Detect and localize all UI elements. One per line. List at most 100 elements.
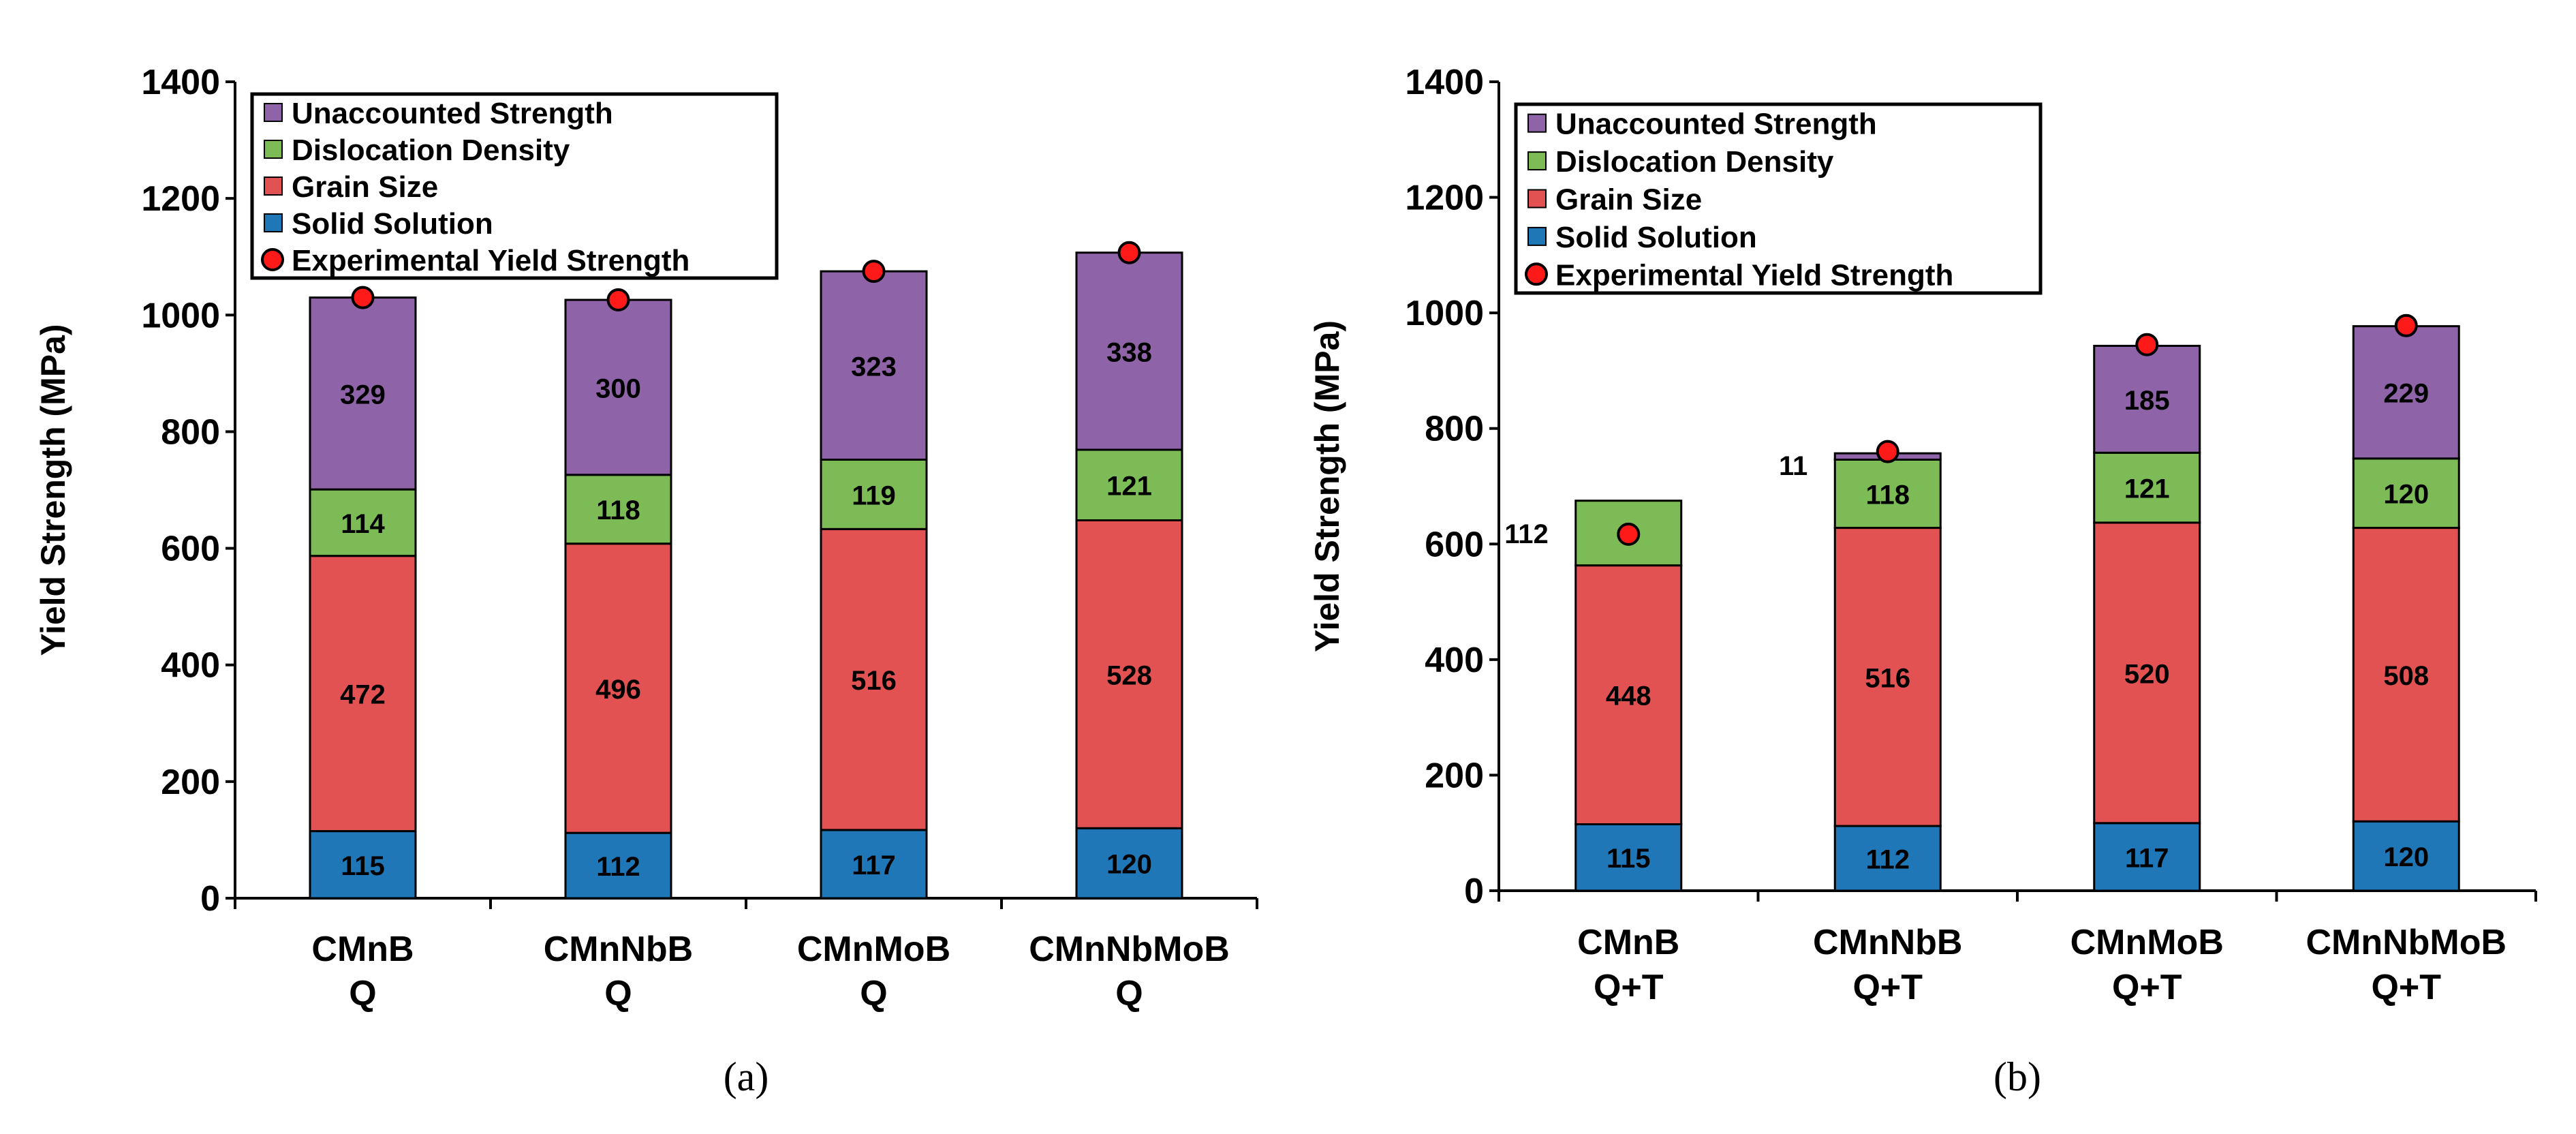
y-tick-label: 600 bbox=[1425, 525, 1484, 564]
bar-segment-solid-solution bbox=[1833, 825, 1942, 892]
x-category-label: CMnNbB bbox=[544, 930, 694, 969]
experimental-point bbox=[862, 260, 886, 284]
bar-segment-grain-size bbox=[1574, 564, 1683, 825]
y-tick-label: 800 bbox=[1425, 410, 1484, 449]
bar-segment-dislocation-density bbox=[2093, 451, 2201, 524]
bar-segment-grain-size bbox=[564, 542, 672, 834]
y-tick-label: 800 bbox=[161, 412, 220, 452]
panel-label: (a) bbox=[724, 1054, 769, 1099]
bar-segment-grain-size bbox=[309, 555, 417, 833]
data-label: 121 bbox=[2124, 474, 2170, 504]
data-label: 114 bbox=[341, 509, 385, 539]
data-label: 300 bbox=[595, 373, 641, 403]
experimental-point bbox=[351, 286, 375, 309]
y-tick-label: 200 bbox=[161, 763, 220, 802]
bar-segment-grain-size bbox=[1833, 527, 1942, 827]
legend-label: Solid Solution bbox=[292, 207, 493, 241]
bar-segment-unaccounted-strength bbox=[820, 270, 928, 461]
data-label: 496 bbox=[595, 675, 641, 705]
y-axis-title: Yield Strength (MPa) bbox=[34, 324, 72, 656]
data-label: 118 bbox=[596, 495, 640, 525]
legend-swatch-dislocation-density bbox=[1527, 151, 1547, 171]
bar-segment-unaccounted-strength bbox=[1075, 251, 1183, 451]
x-category-label: CMnMoB bbox=[797, 930, 950, 969]
x-category-label: CMnB bbox=[311, 930, 414, 969]
legend-marker-experimental bbox=[261, 248, 284, 271]
x-category-sublabel: Q+T bbox=[1594, 968, 1664, 1007]
y-tick-label: 1200 bbox=[1405, 179, 1484, 218]
legend-label: Dislocation Density bbox=[292, 134, 570, 167]
data-label: 185 bbox=[2124, 386, 2170, 416]
experimental-point bbox=[2135, 333, 2159, 356]
data-label: 120 bbox=[1106, 850, 1152, 880]
data-label: 516 bbox=[851, 666, 897, 696]
y-tick-label: 0 bbox=[200, 879, 220, 919]
panel-b-chart: 0 200 400 600 800 1000 1200 1400 Yield Strength … bbox=[1308, 63, 2537, 1099]
data-label: 120 bbox=[2383, 480, 2429, 510]
y-tick-label: 1200 bbox=[141, 179, 220, 219]
legend-swatch-unaccounted-strength bbox=[1527, 113, 1547, 133]
data-label: 520 bbox=[2124, 659, 2170, 689]
data-label: 338 bbox=[1106, 337, 1152, 367]
panel-label: (b) bbox=[1993, 1054, 2041, 1099]
data-label-outside: 11 bbox=[1779, 451, 1807, 481]
x-category-sublabel: Q+T bbox=[2112, 968, 2182, 1007]
data-label: 323 bbox=[851, 352, 897, 382]
x-category-sublabel: Q bbox=[1115, 974, 1143, 1013]
bar-segment-dislocation-density bbox=[2352, 457, 2460, 530]
legend-label: Unaccounted Strength bbox=[292, 97, 613, 130]
bar-segment-grain-size bbox=[820, 527, 928, 831]
data-label: 115 bbox=[341, 851, 385, 881]
data-label-outside: 112 bbox=[1504, 519, 1549, 549]
experimental-point bbox=[1617, 522, 1641, 546]
data-label: 229 bbox=[2383, 379, 2429, 409]
experimental-point bbox=[1876, 440, 1899, 463]
data-label: 117 bbox=[2125, 843, 2169, 873]
data-label: 112 bbox=[1865, 845, 1910, 875]
x-category-label: CMnNbMoB bbox=[1029, 930, 1230, 969]
x-category-label: CMnNbB bbox=[1813, 923, 1963, 962]
bar-segment-solid-solution bbox=[564, 831, 672, 900]
bar-segment-unaccounted-strength bbox=[564, 298, 672, 476]
y-tick-label: 1400 bbox=[1405, 63, 1484, 102]
bar-segment-solid-solution bbox=[820, 829, 928, 900]
data-label: 119 bbox=[852, 480, 896, 510]
legend-label: Grain Size bbox=[292, 170, 438, 204]
data-label: 508 bbox=[2383, 661, 2429, 691]
x-category-sublabel: Q bbox=[604, 974, 632, 1013]
bar-segment-grain-size bbox=[2352, 527, 2460, 823]
y-axis-title: Yield Strength (MPa) bbox=[1308, 320, 1346, 652]
legend: Unaccounted Strength Dislocation DensityG… bbox=[250, 92, 779, 280]
data-label: 112 bbox=[596, 852, 640, 882]
data-label: 121 bbox=[1106, 472, 1152, 502]
bar-segment-dislocation-density bbox=[1075, 448, 1183, 521]
bar-segment-solid-solution bbox=[1574, 823, 1683, 892]
bar-segment-dislocation-density bbox=[309, 488, 417, 557]
data-label: 115 bbox=[1607, 844, 1651, 874]
legend-marker-experimental bbox=[1525, 262, 1548, 286]
x-category-sublabel: Q bbox=[860, 974, 887, 1013]
legend-label: Experimental Yield Strength bbox=[1555, 258, 1953, 292]
experimental-point bbox=[2394, 313, 2418, 337]
y-tick-label: 1000 bbox=[141, 296, 220, 335]
bar-segment-unaccounted-strength bbox=[309, 296, 417, 491]
bar-segment-solid-solution bbox=[1075, 827, 1183, 900]
bar-segment-unaccounted-strength bbox=[2352, 325, 2460, 460]
legend-label: Experimental Yield Strength bbox=[292, 244, 689, 277]
x-category-sublabel: Q+T bbox=[2371, 968, 2441, 1007]
bar-segment-unaccounted-strength bbox=[2093, 344, 2201, 454]
legend-label: Grain Size bbox=[1555, 183, 1702, 217]
legend-swatch-unaccounted-strength bbox=[264, 103, 283, 122]
bar-segment-solid-solution bbox=[2093, 822, 2201, 892]
legend-box bbox=[250, 92, 779, 280]
legend-label: Solid Solution bbox=[1555, 221, 1757, 254]
y-tick-label: 200 bbox=[1425, 756, 1484, 795]
x-category-label: CMnB bbox=[1577, 923, 1679, 962]
legend-swatch-grain-size bbox=[264, 177, 283, 196]
legend-swatch-dislocation-density bbox=[264, 140, 283, 159]
y-tick-label: 600 bbox=[161, 530, 220, 569]
y-tick-label: 400 bbox=[161, 646, 220, 686]
data-label: 118 bbox=[1865, 480, 1910, 510]
